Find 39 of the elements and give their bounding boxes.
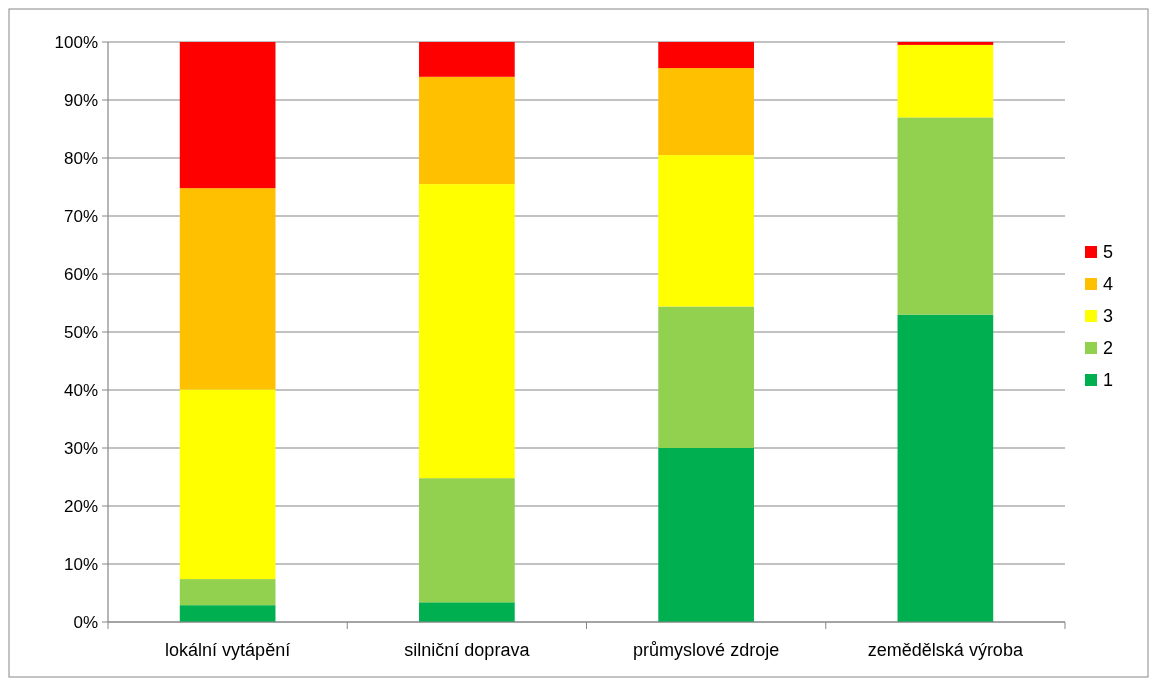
bar	[179, 605, 276, 622]
bar	[419, 76, 515, 185]
y-tick-label: 70%	[63, 206, 98, 226]
bar	[419, 602, 515, 622]
legend-label: 5	[1103, 242, 1114, 263]
y-tick-label: 90%	[63, 90, 98, 110]
legend-label: 2	[1103, 338, 1114, 359]
y-tick-label: 80%	[63, 148, 98, 168]
x-tick-label: zemědělská výroba	[867, 640, 1024, 660]
bar	[419, 184, 515, 479]
bar	[658, 42, 754, 69]
y-tick-label: 30%	[63, 438, 98, 458]
bar	[658, 448, 754, 622]
legend-label: 3	[1103, 306, 1114, 327]
legend-label: 4	[1103, 274, 1114, 295]
bar	[897, 314, 994, 622]
x-tick-label: průmyslové zdroje	[633, 640, 780, 660]
bar	[658, 68, 754, 156]
x-tick-label: silniční doprava	[404, 640, 531, 660]
y-tick-label: 60%	[63, 264, 98, 284]
y-tick-label: 50%	[63, 322, 98, 342]
bar	[179, 579, 276, 606]
x-tick-label: lokální vytápění	[165, 640, 291, 660]
bar	[179, 389, 276, 580]
y-tick-label: 40%	[63, 380, 98, 400]
y-tick-label: 20%	[63, 496, 98, 516]
bar	[897, 42, 994, 45]
bar	[897, 44, 994, 118]
legend-label: 1	[1103, 370, 1114, 391]
y-tick-label: 0%	[73, 612, 98, 632]
bar	[179, 42, 276, 189]
bar	[658, 306, 754, 448]
bar	[658, 155, 754, 307]
bar	[897, 117, 994, 315]
y-tick-label: 10%	[63, 554, 98, 574]
bar	[419, 42, 515, 77]
y-tick-label: 100%	[54, 32, 98, 52]
bar	[419, 478, 515, 603]
bar	[179, 188, 276, 390]
